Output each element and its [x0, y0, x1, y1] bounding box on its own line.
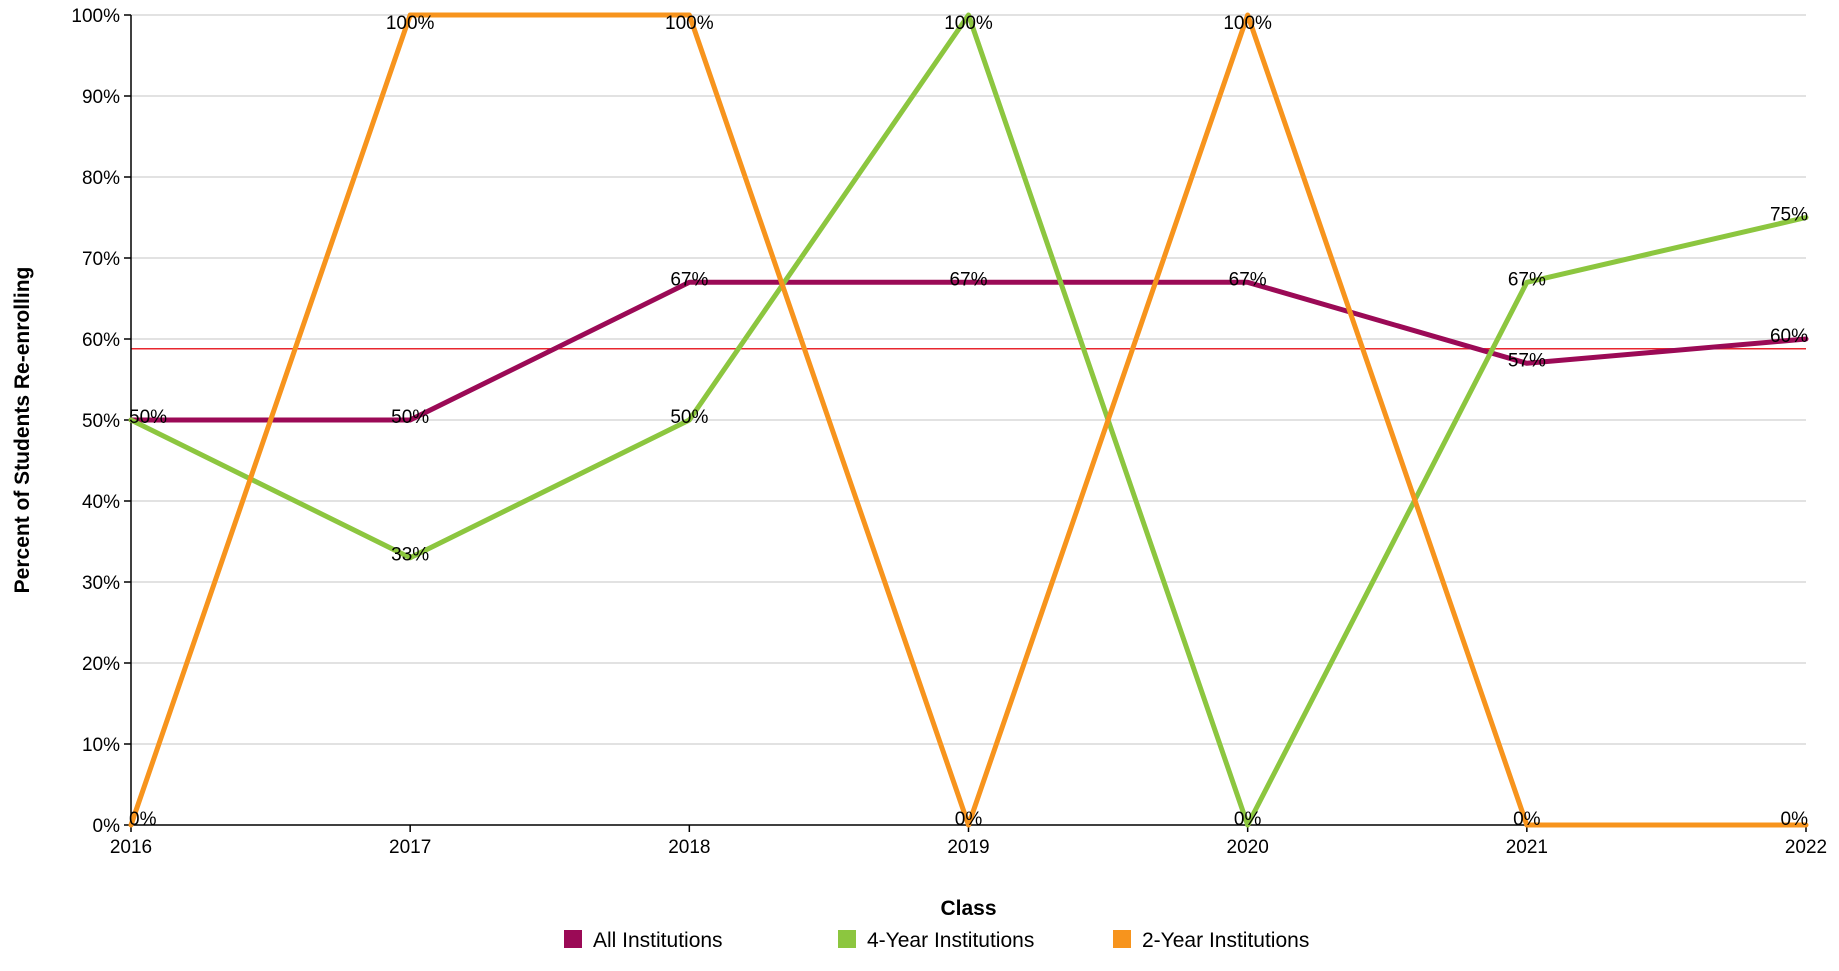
legend-item: 2-Year Institutions [1113, 929, 1309, 952]
gridlines [131, 14, 1806, 745]
data-label: 60% [1770, 326, 1808, 347]
y-tick-label: 60% [82, 330, 120, 351]
data-label: 67% [670, 269, 708, 290]
series-line-all-institutions [128, 279, 1809, 423]
data-label: 100% [1223, 13, 1272, 34]
legend-item: All Institutions [564, 929, 723, 952]
y-tick-label: 70% [82, 249, 120, 270]
y-tick-label: 10% [82, 735, 120, 756]
data-label: 0% [1513, 809, 1541, 830]
legend-label: 4-Year Institutions [867, 929, 1034, 952]
x-tick-label: 2016 [110, 837, 152, 858]
legend-item: 4-Year Institutions [838, 929, 1034, 952]
y-axis-title: Percent of Students Re-enrolling [11, 267, 34, 594]
data-label: 50% [391, 407, 429, 428]
series-line-4-year-institutions [128, 12, 1809, 828]
data-label: 0% [1781, 809, 1809, 830]
legend-label: 2-Year Institutions [1142, 929, 1309, 952]
y-tick-label: 20% [82, 654, 120, 675]
data-labels: 50% 50% 67% 67% 67% 57% 60% 33% 50% 100% 0% 67% 75% 0… [129, 13, 1808, 830]
legend-swatch [1113, 930, 1131, 948]
y-tick-label: 50% [82, 411, 120, 432]
y-tick-label: 40% [82, 492, 120, 513]
x-tick-label: 2019 [947, 837, 989, 858]
legend-swatch [564, 930, 582, 948]
legend-label: All Institutions [593, 929, 723, 952]
data-label: 33% [391, 545, 429, 566]
data-label: 67% [1229, 269, 1267, 290]
y-tick-label: 30% [82, 573, 120, 594]
series-line-2-year-institutions [128, 12, 1809, 828]
data-label: 50% [670, 407, 708, 428]
y-tick-label: 90% [82, 87, 120, 108]
y-tick-label: 0% [93, 816, 121, 837]
x-tick-label: 2018 [668, 837, 710, 858]
x-tick-label: 2020 [1227, 837, 1269, 858]
data-label: 100% [386, 13, 435, 34]
data-label: 0% [129, 809, 157, 830]
y-tick-label: 100% [71, 6, 120, 27]
data-label: 50% [129, 407, 167, 428]
x-tick-label: 2017 [389, 837, 431, 858]
x-axis-title: Class [940, 897, 996, 920]
data-label: 0% [1234, 809, 1262, 830]
data-label: 100% [944, 13, 993, 34]
x-tick-label: 2022 [1785, 837, 1827, 858]
data-label: 100% [665, 13, 714, 34]
legend-swatch [838, 930, 856, 948]
x-tick-label: 2021 [1506, 837, 1548, 858]
y-tick-label: 80% [82, 168, 120, 189]
legend: All Institutions 4-Year Institutions 2-Yea… [564, 929, 1309, 952]
data-label: 0% [955, 809, 983, 830]
data-label: 75% [1770, 205, 1808, 226]
axes: 0% 10% 20% 30% 40% 50% 60% 70% 80% 90% 100% 2016 201… [71, 6, 1827, 858]
data-label: 67% [949, 269, 987, 290]
data-label: 67% [1508, 269, 1546, 290]
series-layer [128, 12, 1809, 828]
data-label: 57% [1508, 350, 1546, 371]
